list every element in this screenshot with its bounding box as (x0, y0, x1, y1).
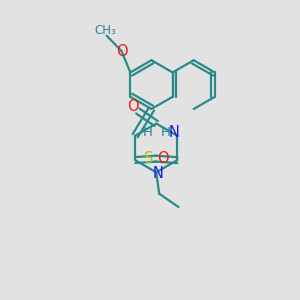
Text: S: S (144, 151, 153, 166)
Text: CH₃: CH₃ (94, 24, 116, 37)
Text: O: O (116, 44, 127, 59)
Text: H: H (143, 126, 153, 139)
Text: O: O (157, 151, 169, 166)
Text: O: O (127, 99, 138, 114)
Text: N: N (169, 125, 180, 140)
Text: H: H (161, 126, 171, 139)
Text: N: N (152, 166, 163, 181)
